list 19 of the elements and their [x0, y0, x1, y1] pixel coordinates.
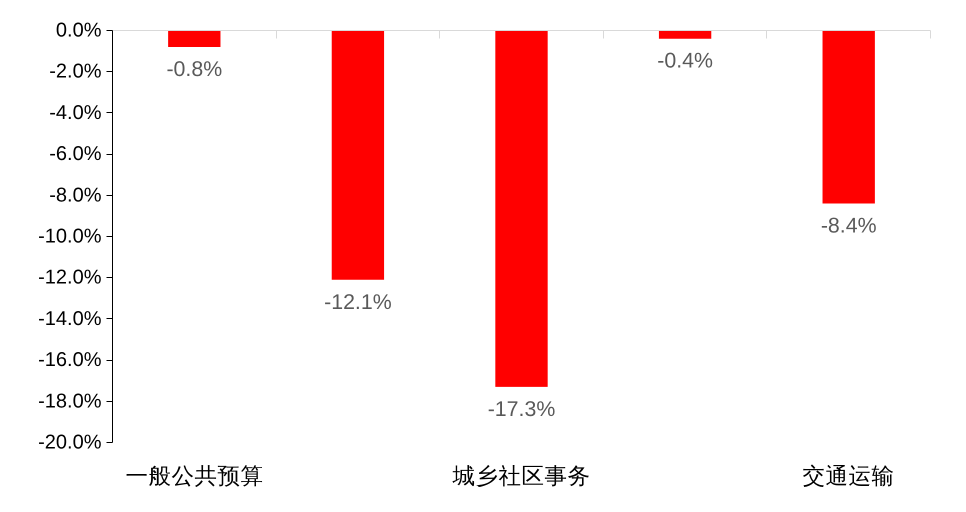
y-tick-label: -4.0%	[49, 102, 102, 124]
y-tick-label: -8.0%	[49, 184, 102, 206]
y-tick-label: 0.0%	[56, 20, 102, 42]
data-label: -0.4%	[657, 48, 713, 73]
x-tick-label: 交通运输	[802, 462, 895, 488]
y-tick-label: -6.0%	[49, 143, 102, 166]
data-label: -8.4%	[820, 214, 877, 238]
y-tick-label: -10.0%	[38, 226, 102, 248]
data-label: -0.8%	[166, 56, 222, 81]
data-label: -17.3%	[488, 396, 556, 421]
x-tick-label: 一般公共预算	[125, 462, 264, 488]
y-tick-label: -16.0%	[38, 349, 102, 372]
x-tick-label: 城乡社区事务	[452, 462, 590, 488]
y-tick-label: -18.0%	[38, 390, 102, 412]
y-tick-label: -12.0%	[38, 266, 102, 289]
y-tick-label: -14.0%	[38, 308, 102, 330]
y-tick-label: -20.0%	[38, 432, 102, 454]
y-tick-label: -2.0%	[49, 60, 102, 83]
data-label: -12.1%	[324, 290, 392, 314]
